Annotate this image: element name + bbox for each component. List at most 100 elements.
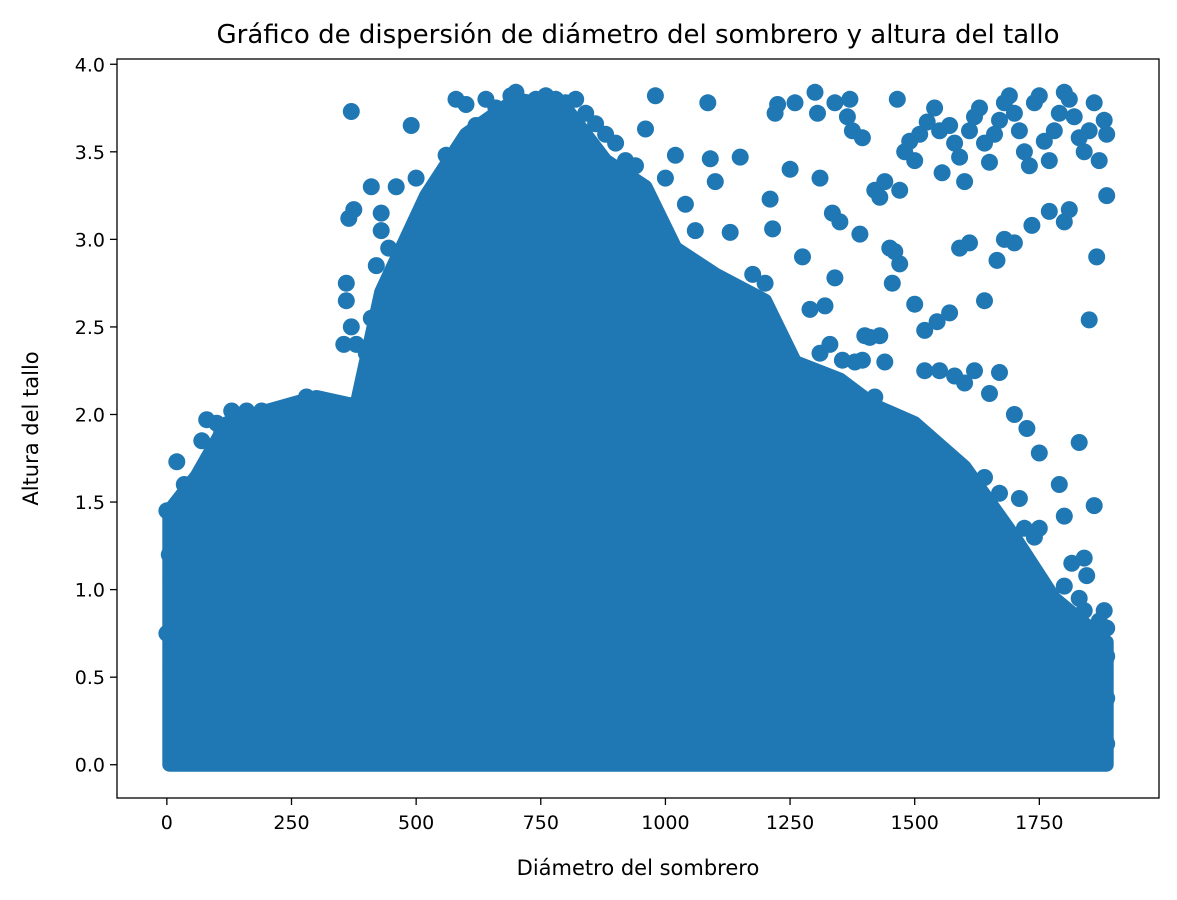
- scatter-point: [1010, 122, 1028, 140]
- scatter-point: [976, 751, 993, 768]
- x-tick-label: 1750: [1015, 812, 1063, 834]
- scatter-point: [991, 364, 1008, 381]
- scatter-point: [345, 201, 363, 219]
- scatter-point: [933, 164, 951, 182]
- scatter-point: [1095, 712, 1113, 730]
- x-tick-label: 750: [523, 812, 559, 834]
- scatter-point: [876, 353, 894, 371]
- scatter-point: [951, 239, 969, 257]
- scatter-point: [1055, 507, 1073, 525]
- scatter-point: [402, 117, 420, 134]
- scatter-point: [417, 204, 435, 222]
- scatter-point: [776, 749, 794, 767]
- scatter-point: [676, 195, 694, 213]
- scatter-point: [407, 169, 425, 187]
- scatter-point: [487, 99, 505, 117]
- scatter-point: [1080, 311, 1098, 329]
- scatter-point: [357, 749, 375, 767]
- scatter-point: [931, 362, 949, 380]
- scatter-point: [761, 190, 779, 208]
- scatter-point: [966, 598, 983, 616]
- y-tick-label: 1.0: [75, 580, 105, 602]
- scatter-point: [991, 111, 1008, 129]
- scatter-point: [891, 181, 909, 199]
- scatter-point: [896, 751, 914, 768]
- scatter-point: [838, 108, 856, 126]
- scatter-point: [168, 453, 186, 471]
- scatter-point: [956, 173, 974, 191]
- scatter-point: [936, 747, 954, 765]
- scatter-point: [233, 751, 251, 768]
- scatter-point: [656, 749, 674, 767]
- scatter-point: [1090, 152, 1108, 170]
- scatter-point: [437, 146, 455, 164]
- scatter-point: [158, 624, 176, 642]
- scatter-point: [666, 146, 684, 164]
- scatter-point: [165, 717, 183, 735]
- scatter-point: [175, 476, 193, 493]
- scatter-point: [956, 465, 974, 483]
- scatter-point: [811, 169, 829, 187]
- scatter-point: [335, 335, 353, 353]
- scatter-point: [283, 747, 300, 765]
- scatter-point: [342, 103, 360, 120]
- scatter-point: [976, 469, 993, 486]
- scatter-point: [721, 223, 739, 241]
- scatter-point: [1098, 689, 1116, 707]
- scatter-point: [173, 738, 191, 756]
- scatter-point: [906, 295, 924, 313]
- scatter-point: [532, 751, 550, 768]
- scatter-point: [238, 402, 256, 420]
- scatter-point: [926, 444, 944, 462]
- scatter-point: [1005, 406, 1023, 423]
- scatter-point: [332, 751, 350, 768]
- scatter-point: [1070, 434, 1088, 451]
- plot-frame: [116, 58, 1160, 799]
- scatter-point: [507, 749, 525, 767]
- scatter-point: [213, 423, 231, 441]
- scatter-point: [988, 251, 1006, 269]
- y-tick-label: 2.0: [75, 404, 105, 426]
- scatter-point: [916, 362, 934, 380]
- scatter-point: [298, 388, 315, 406]
- scatter-point: [856, 747, 874, 765]
- scatter-point: [1040, 202, 1058, 220]
- scatter-point: [1018, 420, 1036, 437]
- scatter-point: [764, 220, 782, 238]
- scatter-point: [881, 406, 899, 423]
- scatter-point: [1050, 476, 1068, 493]
- scatter-point: [1098, 735, 1116, 753]
- scatter-point: [756, 274, 774, 292]
- scatter-point: [1020, 157, 1038, 175]
- scatter-point: [1088, 248, 1106, 266]
- scatter-point: [916, 749, 934, 767]
- scatter-point: [380, 239, 398, 257]
- scatter-point: [1005, 546, 1023, 564]
- scatter-point: [1063, 554, 1081, 572]
- scatter-point: [1090, 612, 1108, 630]
- scatter-point: [1098, 125, 1116, 143]
- scatter-point: [223, 402, 241, 420]
- scatter-point: [208, 749, 226, 767]
- x-tick-label: 1250: [766, 812, 814, 834]
- scatter-point: [632, 751, 649, 768]
- scatter-point: [582, 747, 600, 765]
- scatter-point: [701, 150, 719, 168]
- scatter-point: [163, 572, 181, 590]
- scatter-point: [756, 751, 774, 768]
- x-tick-label: 0: [161, 812, 173, 834]
- scatter-point: [1015, 143, 1033, 161]
- scatter-point: [831, 213, 849, 231]
- scatter-point: [253, 402, 271, 420]
- scatter-point: [871, 188, 889, 206]
- y-tick-label: 1.5: [75, 492, 105, 514]
- scatter-point: [706, 749, 724, 767]
- scatter-point: [961, 122, 978, 140]
- y-axis-label: Altura del tallo: [19, 351, 43, 505]
- scatter-point: [457, 96, 475, 113]
- scatter-point: [337, 292, 355, 310]
- scatter-point: [1078, 747, 1096, 765]
- scatter-point: [258, 467, 276, 485]
- scatter-point: [928, 313, 946, 331]
- scatter-point: [387, 178, 405, 196]
